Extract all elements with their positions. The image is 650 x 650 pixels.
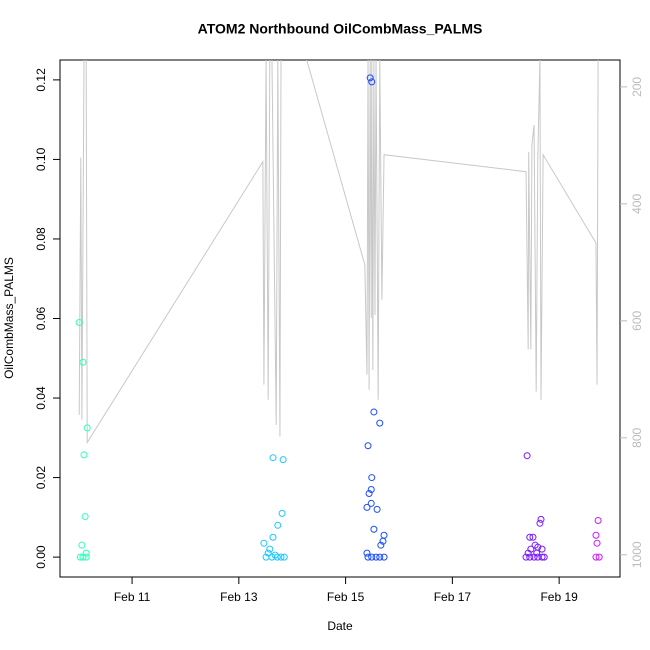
data-point: [80, 451, 88, 459]
y-tick-label: 0.10: [34, 147, 48, 171]
plot-area: [75, 60, 603, 561]
x-tick-label: Feb 11: [114, 590, 151, 604]
data-point: [277, 553, 285, 561]
data-point: [363, 503, 371, 511]
y-tick-label: 0.08: [34, 227, 48, 251]
data-point: [530, 553, 538, 561]
data-point: [372, 553, 380, 561]
data-point: [79, 553, 87, 561]
data-point: [538, 545, 546, 553]
data-point: [592, 531, 600, 539]
x-tick-label: Feb 15: [327, 590, 365, 604]
data-point: [380, 553, 388, 561]
y-tick-label: 0.02: [34, 466, 48, 490]
data-point: [529, 533, 537, 541]
data-point: [379, 537, 387, 545]
data-point: [78, 541, 86, 549]
data-point: [368, 78, 376, 86]
data-point: [368, 474, 376, 482]
y-tick-label: 0.00: [34, 545, 48, 569]
y2-tick-label: 600: [630, 311, 644, 331]
data-line: [78, 60, 599, 445]
data-point: [366, 74, 374, 82]
data-point: [373, 505, 381, 513]
data-point: [260, 539, 268, 547]
data-point: [370, 525, 378, 533]
data-point: [264, 549, 272, 557]
data-point: [594, 517, 602, 525]
data-point: [280, 553, 288, 561]
data-point: [269, 533, 277, 541]
data-point: [526, 533, 534, 541]
y-tick-label: 0.06: [34, 306, 48, 330]
data-point: [537, 515, 545, 523]
data-point: [376, 553, 384, 561]
data-point: [274, 521, 282, 529]
data-point: [523, 452, 531, 460]
y2-tick-label: 800: [630, 427, 644, 447]
data-point: [363, 549, 371, 557]
data-point: [269, 454, 277, 462]
data-point: [536, 519, 544, 527]
data-point: [364, 442, 372, 450]
data-point: [538, 553, 546, 561]
data-point: [279, 456, 287, 464]
y2-tick-label: 400: [630, 194, 644, 214]
data-point: [524, 549, 532, 557]
data-point: [75, 318, 83, 326]
data-point: [364, 553, 372, 561]
data-point: [593, 539, 601, 547]
data-point: [83, 424, 91, 432]
y-tick-label: 0.12: [34, 68, 48, 92]
data-point: [595, 553, 603, 561]
data-point: [79, 358, 87, 366]
data-point: [278, 509, 286, 517]
data-point: [273, 553, 281, 561]
data-point: [367, 486, 375, 494]
data-point: [266, 545, 274, 553]
y-axis-label: OilCombMass_PALMS: [2, 257, 16, 379]
data-point: [82, 553, 90, 561]
x-axis-label: Date: [327, 619, 353, 633]
data-point: [367, 499, 375, 507]
data-point: [522, 553, 530, 561]
data-point: [526, 553, 534, 561]
y-tick-label: 0.04: [34, 386, 48, 410]
x-tick-label: Feb 17: [434, 590, 472, 604]
data-point: [540, 553, 548, 561]
x-tick-label: Feb 13: [220, 590, 258, 604]
y2-tick-label: 200: [630, 77, 644, 97]
data-point: [365, 489, 373, 497]
data-point: [368, 553, 376, 561]
data-point: [376, 419, 384, 427]
data-point: [592, 553, 600, 561]
data-point: [380, 531, 388, 539]
data-point: [268, 553, 276, 561]
y2-tick-label: 1000: [630, 541, 644, 568]
data-point: [370, 408, 378, 416]
data-point: [377, 541, 385, 549]
x-tick-label: Feb 19: [540, 590, 578, 604]
chart-title: ATOM2 Northbound OilCombMass_PALMS: [198, 21, 483, 37]
data-point: [81, 513, 89, 521]
